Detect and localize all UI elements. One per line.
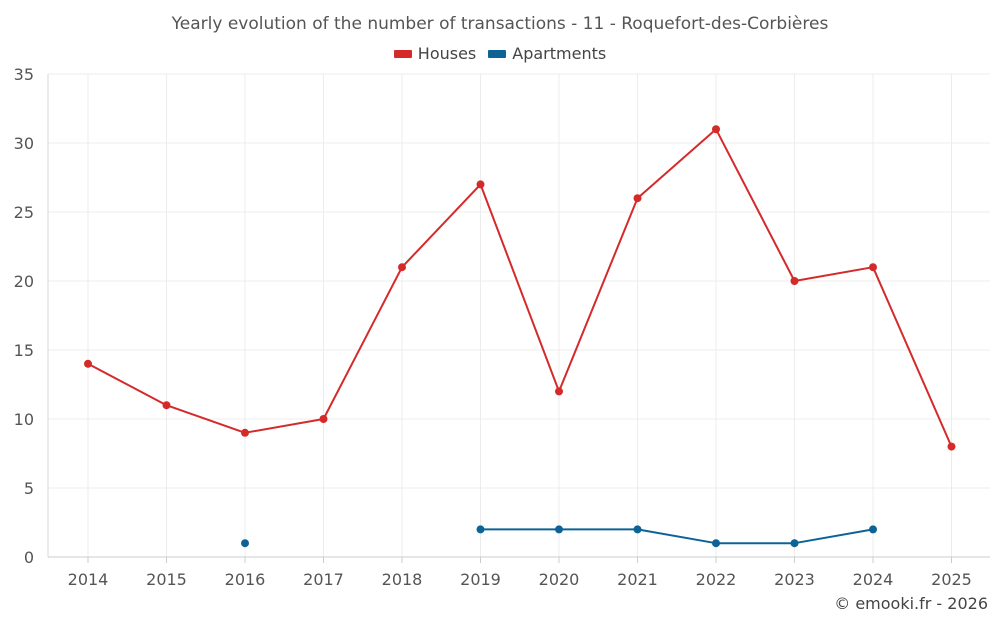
series-lines <box>87 128 953 545</box>
data-point-houses[interactable] <box>398 263 406 272</box>
x-tick-label: 2020 <box>539 570 580 589</box>
data-point-apartments[interactable] <box>555 525 563 534</box>
legend-swatch-houses <box>393 49 412 58</box>
data-point-houses[interactable] <box>84 359 92 368</box>
data-point-apartments[interactable] <box>476 525 485 534</box>
data-point-apartments[interactable] <box>712 539 720 548</box>
legend-swatch-apartments <box>488 49 507 58</box>
y-tick-label: 35 <box>14 65 34 84</box>
x-tick-label: 2021 <box>617 570 658 589</box>
data-point-apartments[interactable] <box>790 539 799 548</box>
data-point-houses[interactable] <box>476 180 485 189</box>
series-line-apartments <box>480 528 874 545</box>
x-tick-label: 2014 <box>68 570 109 589</box>
data-point-apartments[interactable] <box>869 525 877 534</box>
x-tick-labels: 2014 2015 2016 2017 2018 2019 2020 2021 2022 2023… <box>68 570 972 589</box>
legend-label-houses: Houses <box>417 44 477 63</box>
data-point-apartments[interactable] <box>633 525 642 534</box>
data-point-houses[interactable] <box>633 194 642 203</box>
y-tick-label: 25 <box>14 203 34 222</box>
chart-legend: Houses Apartments <box>0 44 1000 63</box>
data-point-houses[interactable] <box>790 277 799 285</box>
y-tick-label: 5 <box>24 479 34 498</box>
x-tick-label: 2023 <box>774 570 815 589</box>
data-point-houses[interactable] <box>555 387 563 396</box>
y-tick-labels: 0 5 10 15 20 25 30 35 <box>14 65 34 567</box>
x-tick-label: 2018 <box>382 570 423 589</box>
y-tick-label: 10 <box>14 410 34 429</box>
grid-lines <box>48 73 990 557</box>
x-tick-label: 2025 <box>931 570 972 589</box>
chart-title: Yearly evolution of the number of transa… <box>171 14 829 34</box>
axes <box>47 74 990 563</box>
y-tick-label: 0 <box>24 548 34 567</box>
x-tick-label: 2016 <box>225 570 266 589</box>
series-line-houses <box>87 128 953 448</box>
legend-label-apartments: Apartments <box>512 44 607 63</box>
data-point-houses[interactable] <box>162 401 171 410</box>
data-point-houses[interactable] <box>947 442 956 451</box>
data-point-houses[interactable] <box>712 125 720 134</box>
x-tick-label: 2022 <box>696 570 737 589</box>
x-tick-label: 2024 <box>853 570 894 589</box>
data-point-apartments[interactable] <box>241 539 249 548</box>
x-tick-label: 2019 <box>460 570 501 589</box>
y-tick-label: 30 <box>14 134 34 153</box>
legend-item-apartments[interactable]: Apartments <box>488 44 606 63</box>
y-tick-label: 20 <box>14 272 34 291</box>
data-point-houses[interactable] <box>869 263 877 272</box>
legend-item-houses[interactable]: Houses <box>393 44 477 63</box>
y-tick-label: 15 <box>14 341 34 360</box>
data-point-houses[interactable] <box>241 428 249 437</box>
series-points <box>84 125 956 548</box>
credit-text: © emooki.fr - 2026 <box>834 594 988 613</box>
x-tick-label: 2015 <box>146 570 187 589</box>
x-tick-label: 2017 <box>303 570 344 589</box>
data-point-houses[interactable] <box>319 415 328 423</box>
